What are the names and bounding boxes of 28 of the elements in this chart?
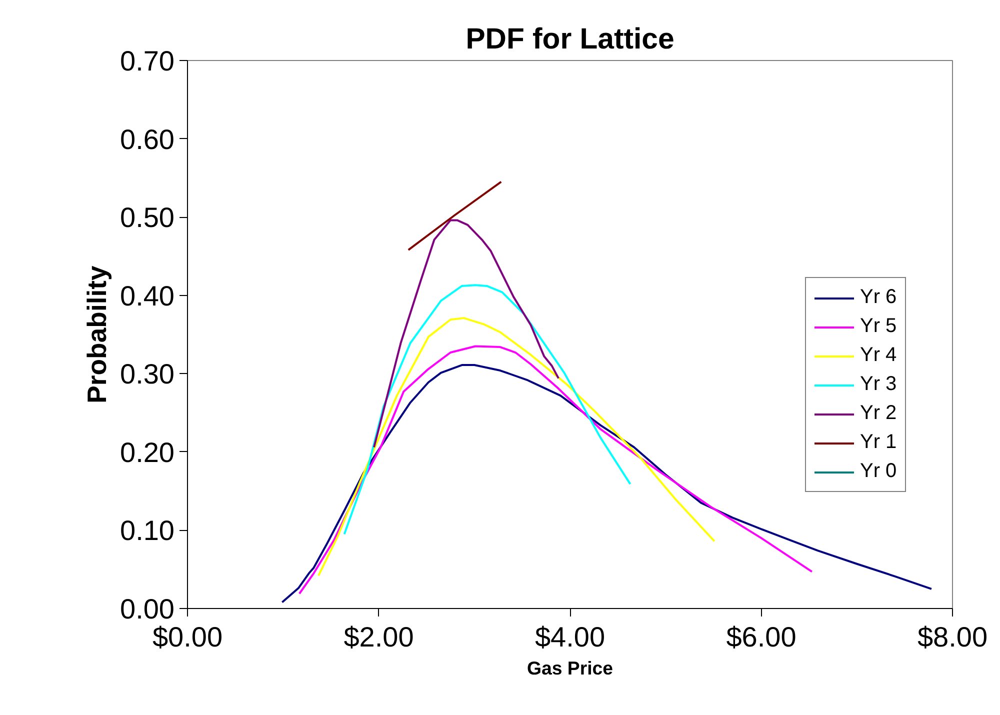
legend-label: Yr 5: [860, 315, 897, 338]
legend-label: Yr 1: [860, 431, 897, 454]
x-tick-label: $0.00: [152, 622, 223, 652]
legend-label: Yr 6: [860, 286, 897, 309]
x-tick-label: $2.00: [344, 622, 414, 652]
y-tick-label: 0.30: [120, 358, 175, 390]
line-series: [298, 345, 813, 595]
legend-label: Yr 0: [860, 460, 897, 483]
legend-label: Yr 4: [860, 344, 897, 367]
legend-label: Yr 3: [860, 373, 897, 396]
y-tick-label: 0.20: [120, 436, 175, 468]
line-series: [281, 364, 932, 604]
y-axis-title: Probability: [82, 265, 112, 404]
legend-label: Yr 2: [860, 402, 897, 425]
line-series: [343, 284, 632, 536]
x-tick-label: $6.00: [726, 622, 796, 652]
chart-title: PDF for Lattice: [466, 22, 674, 56]
y-tick-label: 0.70: [120, 46, 175, 76]
y-tick-label: 0.50: [120, 202, 175, 234]
x-axis-title: Gas Price: [526, 658, 614, 678]
y-tick-label: 0.40: [120, 280, 175, 312]
line-series: [318, 317, 716, 577]
y-tick-label: 0.00: [120, 594, 175, 624]
y-tick-label: 0.60: [120, 124, 175, 155]
x-tick-label: $8.00: [917, 622, 988, 652]
line-series: [372, 219, 560, 448]
x-tick-label: $4.00: [534, 622, 606, 652]
y-tick-label: 0.10: [120, 515, 175, 546]
